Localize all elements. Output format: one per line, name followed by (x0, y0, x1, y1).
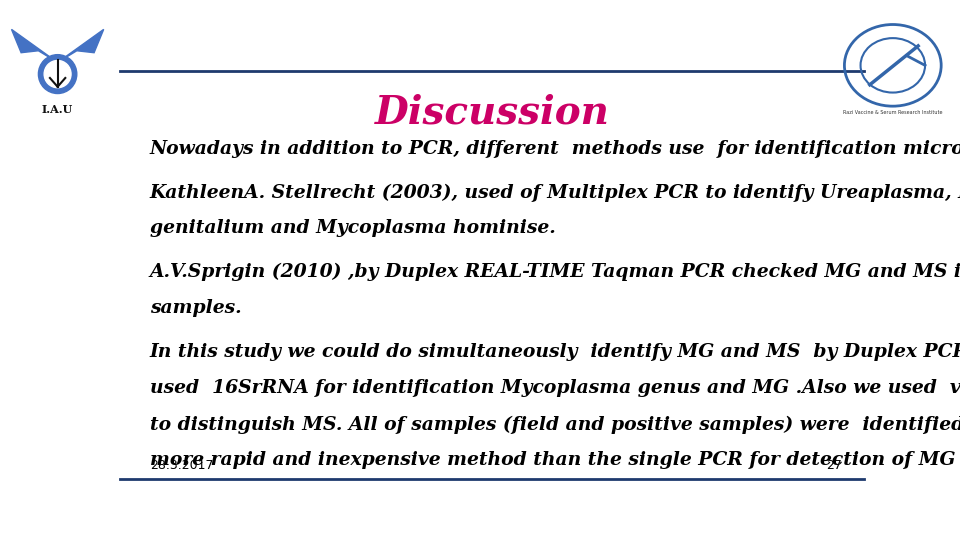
Circle shape (38, 55, 77, 93)
Text: 27: 27 (826, 460, 842, 472)
Text: I.A.U: I.A.U (42, 104, 73, 114)
Text: A.V.Sprigin (2010) ,by Duplex REAL-TIME Taqman PCR checked MG and MS in clinical: A.V.Sprigin (2010) ,by Duplex REAL-TIME … (150, 263, 960, 281)
Circle shape (44, 60, 71, 87)
Text: Razi Vaccine & Serum Research Institute: Razi Vaccine & Serum Research Institute (843, 111, 943, 116)
Text: Discussion: Discussion (374, 94, 610, 132)
Text: used  16SrRNA for identification Mycoplasma genus and MG .Also we used  vlhA gen: used 16SrRNA for identification Mycoplas… (150, 379, 960, 397)
Polygon shape (12, 29, 58, 63)
Text: In this study we could do simultaneously  identify MG and MS  by Duplex PCR assa: In this study we could do simultaneously… (150, 343, 960, 361)
Text: Nowadays in addition to PCR, different  methods use  for identification microorg: Nowadays in addition to PCR, different m… (150, 140, 960, 158)
Polygon shape (58, 29, 104, 63)
Text: genitalium and Mycoplasma hominise.: genitalium and Mycoplasma hominise. (150, 219, 556, 238)
Text: samples.: samples. (150, 299, 241, 318)
Text: more rapid and inexpensive method than the single PCR for detection of MG & MS.: more rapid and inexpensive method than t… (150, 451, 960, 469)
Text: to distinguish MS. All of samples (field and positive samples) were  identified.: to distinguish MS. All of samples (field… (150, 415, 960, 434)
Text: KathleenA. Stellrecht (2003), used of Multiplex PCR to identify Ureaplasma, Myco: KathleenA. Stellrecht (2003), used of Mu… (150, 183, 960, 201)
Text: 28.3.2017: 28.3.2017 (150, 460, 213, 472)
